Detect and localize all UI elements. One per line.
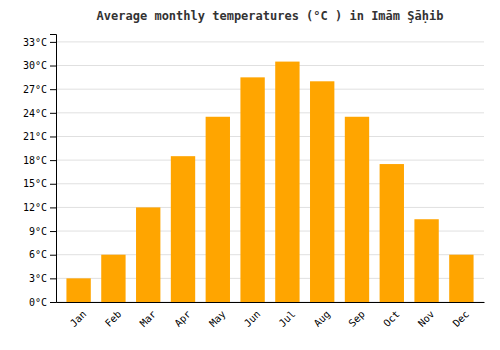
bar <box>136 207 160 302</box>
y-tick-mark <box>50 136 56 137</box>
x-tick: Jan <box>68 308 89 329</box>
x-tick: Jun <box>242 308 263 329</box>
x-tick-label: Dec <box>451 308 472 329</box>
y-tick: 30°C <box>23 60 56 71</box>
x-tick: Dec <box>451 308 472 329</box>
bar <box>240 77 264 302</box>
grid-line <box>56 112 484 113</box>
y-tick-mark <box>50 255 56 256</box>
x-tick-label: Feb <box>103 308 124 329</box>
y-tick-label: 15°C <box>23 178 47 189</box>
bar <box>380 164 404 302</box>
y-tick-label: 27°C <box>23 84 47 95</box>
grid-line <box>56 136 484 137</box>
grid <box>56 42 484 302</box>
y-tick: 27°C <box>23 84 56 95</box>
y-tick: 6°C <box>29 249 56 260</box>
grid-line <box>56 160 484 161</box>
title: Average monthly temperatures (°C ) in Im… <box>97 9 444 23</box>
y-tick-label: 21°C <box>23 131 47 142</box>
x-tick: Apr <box>172 308 193 329</box>
bar <box>449 255 473 302</box>
y-tick-mark <box>50 113 56 114</box>
x-tick: Jul <box>277 308 298 329</box>
x-tick: Feb <box>103 308 124 329</box>
y-tick-label: 3°C <box>29 273 47 284</box>
y-tick-label: 6°C <box>29 249 47 260</box>
x-tick-label: Sep <box>346 308 367 329</box>
y-tick-mark <box>50 42 56 43</box>
x-tick-label: Aug <box>312 308 333 329</box>
y-tick: 0°C <box>29 297 56 308</box>
y-tick-label: 12°C <box>23 202 47 213</box>
y-tick-mark <box>50 184 56 185</box>
y-tick: 12°C <box>23 202 56 213</box>
y-tick-mark <box>50 160 56 161</box>
x-tick: May <box>207 308 228 329</box>
y-tick-label: 0°C <box>29 297 47 308</box>
y-tick-label: 18°C <box>23 155 47 166</box>
x-axis: Jan Feb Mar Apr May Jun Jul Aug Sep Oct Nov Dec <box>57 303 485 329</box>
y-tick-mark <box>50 89 56 90</box>
x-axis-line <box>57 302 485 303</box>
bar <box>345 117 369 302</box>
bars <box>66 62 473 302</box>
y-tick: 9°C <box>29 226 56 237</box>
x-tick-label: Jun <box>242 308 263 329</box>
bar <box>275 62 299 302</box>
grid-line <box>56 41 484 42</box>
y-tick: 33°C <box>23 37 56 48</box>
bar <box>66 278 90 302</box>
y-tick: 15°C <box>23 178 56 189</box>
x-tick: Oct <box>381 308 402 329</box>
x-tick: Sep <box>346 308 367 329</box>
y-tick-mark <box>50 207 56 208</box>
bar <box>206 117 230 302</box>
grid-line <box>56 65 484 66</box>
grid-line <box>56 207 484 208</box>
y-tick: 21°C <box>23 131 56 142</box>
y-tick: 3°C <box>29 273 56 284</box>
x-tick-label: May <box>207 308 228 329</box>
bar <box>310 81 334 302</box>
x-tick-label: Oct <box>381 308 402 329</box>
y-tick: 18°C <box>23 155 56 166</box>
bar <box>101 255 125 302</box>
y-tick-label: 33°C <box>23 37 47 48</box>
y-tick-mark <box>50 302 56 303</box>
x-tick: Mar <box>138 308 159 329</box>
y-tick-label: 9°C <box>29 226 47 237</box>
x-tick: Aug <box>312 308 333 329</box>
bar <box>414 219 438 302</box>
y-tick: 24°C <box>23 108 56 119</box>
grid-line <box>56 183 484 184</box>
x-tick-label: Mar <box>138 308 159 329</box>
y-tick-label: 24°C <box>23 108 47 119</box>
bar <box>171 156 195 302</box>
y-axis-line <box>50 35 57 303</box>
y-tick-mark <box>50 66 56 67</box>
chart: 0°C 3°C 6°C 9°C 12°C 15°C 18°C 21°C 24°C 27°C 30°C… <box>0 0 500 350</box>
y-tick-mark <box>50 231 56 232</box>
x-tick: Nov <box>416 308 437 329</box>
y-tick-label: 30°C <box>23 60 47 71</box>
plot: 0°C 3°C 6°C 9°C 12°C 15°C 18°C 21°C 24°C 27°C 30°C… <box>23 35 485 329</box>
x-tick-label: Nov <box>416 308 437 329</box>
x-tick-label: Apr <box>172 308 193 329</box>
x-tick-label: Jan <box>68 308 89 329</box>
x-tick-label: Jul <box>277 308 298 329</box>
y-tick-mark <box>50 278 56 279</box>
y-axis: 0°C 3°C 6°C 9°C 12°C 15°C 18°C 21°C 24°C 27°C 30°C… <box>23 35 57 308</box>
grid-line <box>56 89 484 90</box>
